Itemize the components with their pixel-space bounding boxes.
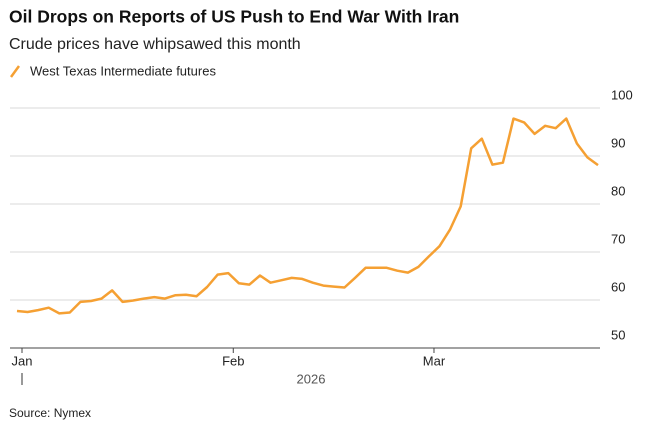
legend-label: West Texas Intermediate futures [30,63,216,78]
y-tick-label: 60 [611,279,625,294]
y-tick-label: 90 [611,135,625,150]
y-tick-label: 80 [611,183,625,198]
x-tick-label: Mar [423,353,446,368]
data-line [16,117,599,315]
source-note: Source: Nymex [9,406,91,420]
chart-title: Oil Drops on Reports of US Push to End W… [9,7,459,27]
y-tick-label: 50 [611,327,625,342]
x-tick-label: Feb [222,353,244,368]
x-axis-label: 2026 [297,371,326,386]
y-tick-label: 70 [611,231,625,246]
chart-subtitle: Crude prices have whipsawed this month [9,36,301,53]
legend-swatch [9,65,21,78]
x-tick-label: Jan [12,353,33,368]
y-tick-label: 100 [611,87,633,102]
